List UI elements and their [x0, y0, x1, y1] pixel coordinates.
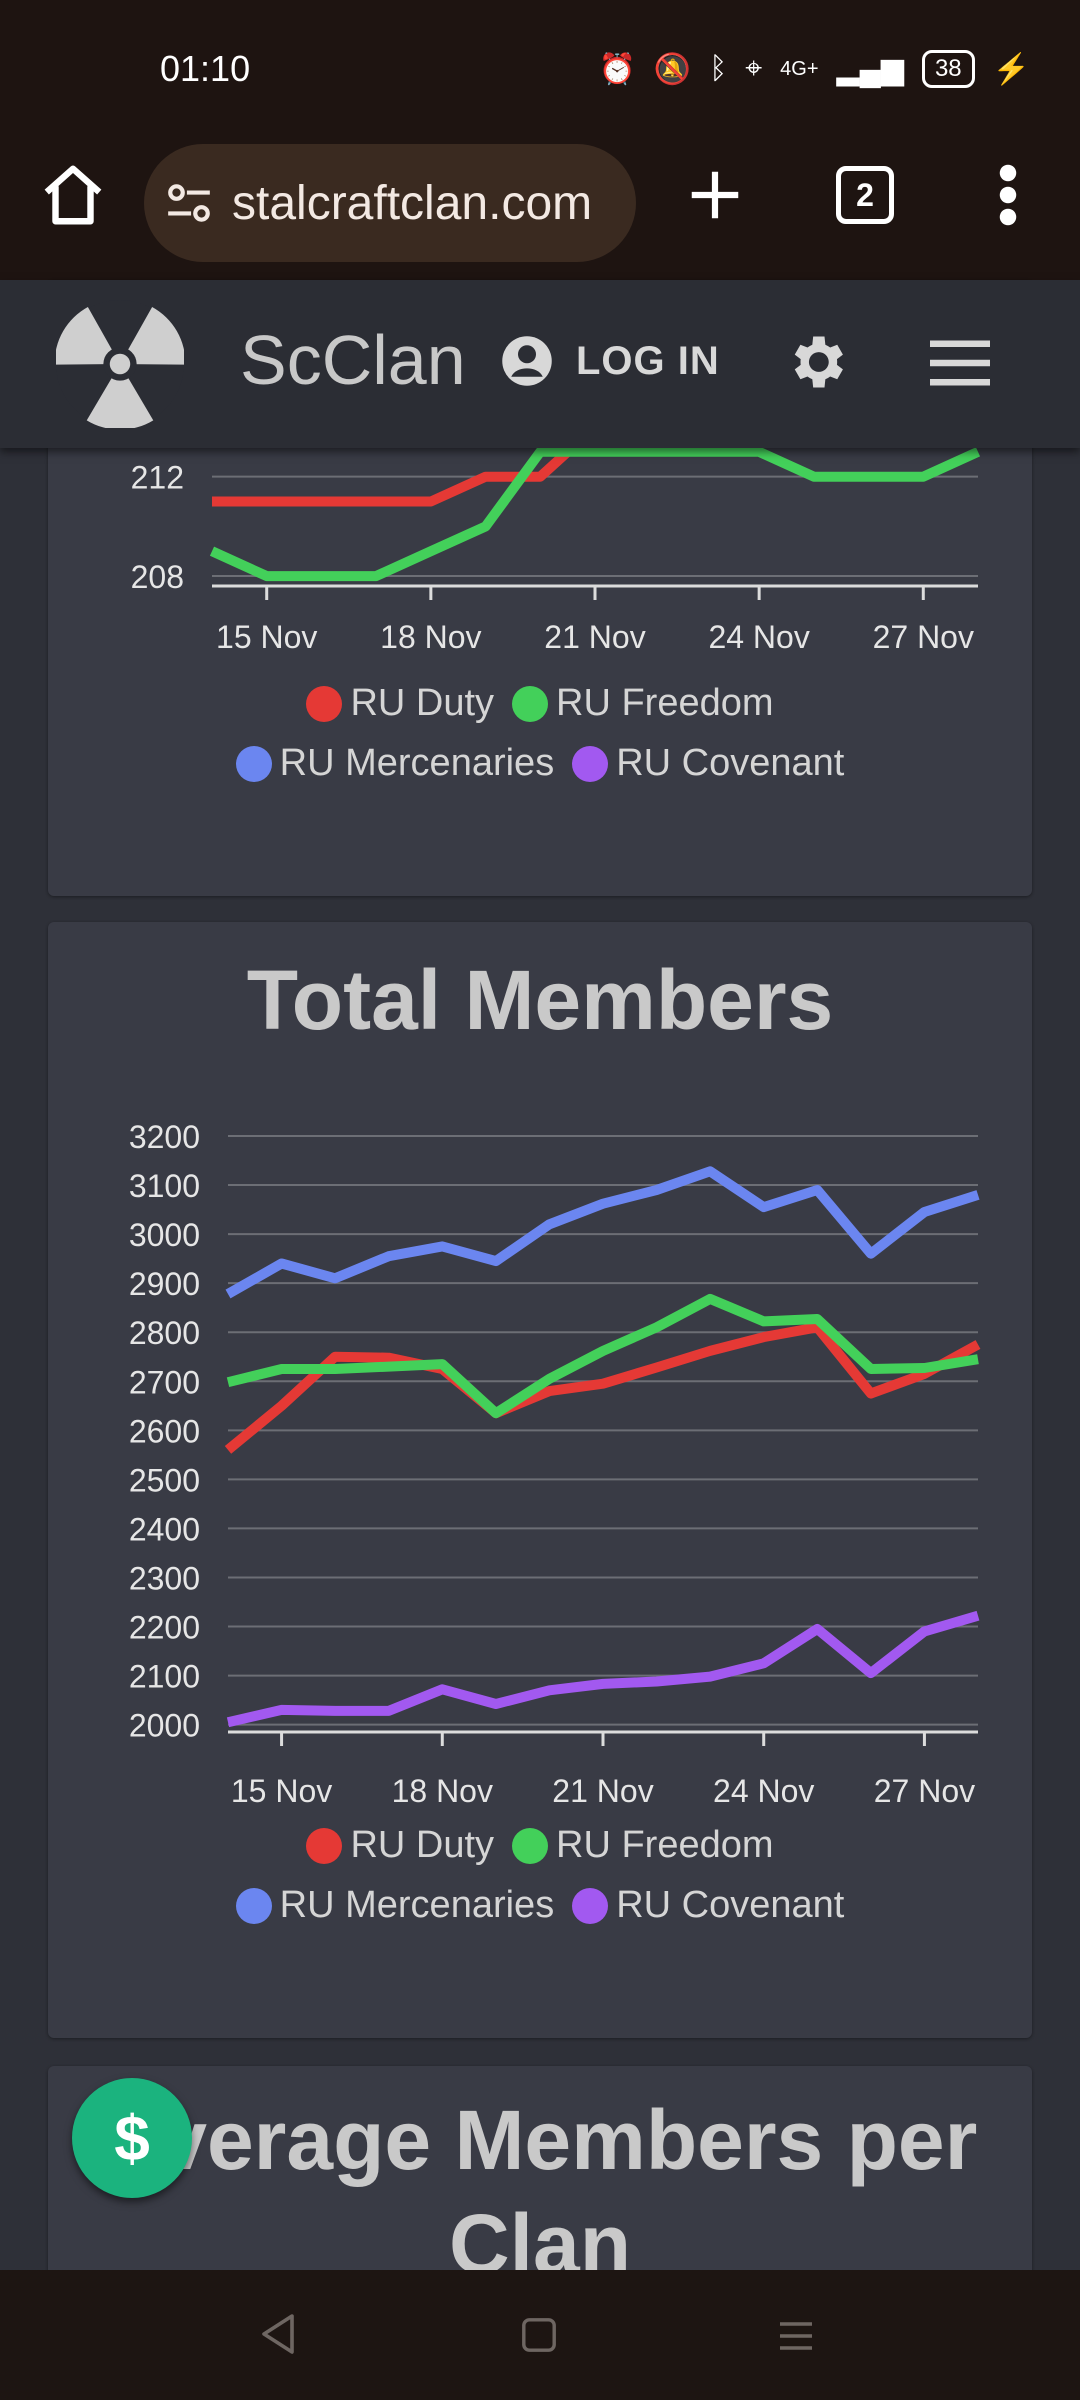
y-tick-label: 3100 — [129, 1168, 200, 1204]
login-label: LOG IN — [576, 338, 720, 383]
legend-swatch — [306, 685, 343, 722]
url-text: stalcraftclan.com — [232, 176, 593, 230]
legend-item[interactable]: RU Covenant — [572, 1884, 844, 1927]
y-tick-label: 2100 — [129, 1659, 200, 1695]
card-title: Average Members per Clan — [48, 2088, 1032, 2296]
legend-item[interactable]: RU Freedom — [512, 1824, 774, 1867]
legend-label: RU Covenant — [616, 742, 845, 784]
address-bar[interactable]: stalcraftclan.com — [144, 144, 636, 262]
site-settings-icon[interactable] — [164, 178, 214, 228]
x-tick-label: 15 Nov — [231, 1773, 332, 1809]
legend-swatch — [306, 1827, 343, 1864]
y-tick-label: 3200 — [129, 1119, 200, 1155]
tab-switcher-button[interactable]: 2 — [836, 166, 894, 224]
bluetooth-icon: ᛒ — [709, 52, 728, 85]
legend-label: RU Mercenaries — [279, 1884, 555, 1926]
series-line-ru-covenant — [226, 1610, 980, 1728]
dollar-icon: $ — [114, 2102, 150, 2174]
y-tick-label: 2300 — [129, 1560, 200, 1596]
total-members-card: Total Members 2000 2100 2200 2300 2400 2500 26… — [48, 922, 1032, 2038]
donate-button[interactable]: $ — [72, 2078, 192, 2198]
alarm-icon: ⏰ — [598, 52, 636, 86]
x-tick-label: 15 Nov — [216, 619, 317, 655]
x-tick-label: 27 Nov — [873, 619, 974, 655]
y-tick-label: 2000 — [129, 1708, 200, 1744]
total-members-legend: RU Duty RU Freedom — [48, 1824, 1032, 1867]
clock: 01:10 — [160, 48, 251, 89]
new-tab-icon[interactable] — [684, 164, 746, 226]
legend-label: RU Duty — [350, 682, 495, 724]
legend-swatch — [235, 1887, 272, 1924]
legend-label: RU Duty — [350, 1824, 495, 1866]
series-line-ru-duty — [224, 1322, 981, 1454]
account-icon — [502, 336, 552, 386]
y-tick-label: 2800 — [129, 1315, 200, 1351]
location-icon: ⌖ — [745, 52, 763, 85]
legend-label: RU Covenant — [616, 1884, 845, 1926]
signal-icon: 4G+ — [780, 57, 819, 80]
gear-icon[interactable] — [782, 328, 850, 396]
radiation-logo-icon[interactable] — [56, 300, 184, 428]
y-tick-label: 2500 — [129, 1462, 200, 1498]
legend-item[interactable]: RU Covenant — [572, 742, 844, 785]
legend-swatch — [572, 745, 609, 782]
recents-icon[interactable] — [776, 2316, 816, 2356]
y-tick-label: 212 — [131, 460, 184, 496]
legend-item[interactable]: RU Mercenaries — [235, 1884, 555, 1927]
battery-icon: 38 — [921, 50, 975, 88]
legend-label: RU Freedom — [556, 1824, 774, 1866]
x-tick-label: 21 Nov — [552, 1773, 653, 1809]
login-button[interactable]: LOG IN — [500, 334, 720, 388]
legend-item[interactable]: RU Duty — [306, 1824, 494, 1867]
total-members-legend-row2: RU Mercenaries RU Covenant — [48, 1884, 1032, 1927]
app-header: ScClan LOG IN — [0, 280, 1080, 448]
legend-swatch — [512, 1827, 549, 1864]
card-title-line1: Average Members per — [102, 2093, 978, 2187]
y-tick-label: 2900 — [129, 1266, 200, 1302]
x-tick-label: 21 Nov — [544, 619, 645, 655]
back-icon[interactable] — [258, 2312, 298, 2356]
y-tick-label: 3000 — [129, 1217, 200, 1253]
home-icon[interactable] — [38, 160, 108, 230]
chart-top-legend-row2: RU Mercenaries RU Covenant — [48, 742, 1032, 785]
status-icons: ⏰ 🔕 ᛒ ⌖ 4G+ ▂▄▆ 38 ⚡ — [599, 50, 1030, 88]
chart-top-legend: RU Duty RU Freedom — [48, 682, 1032, 725]
y-tick-label: 208 — [131, 559, 184, 595]
legend-item[interactable]: RU Duty — [306, 682, 494, 725]
browser-toolbar: stalcraftclan.com 2 — [0, 130, 1080, 280]
system-nav-bar — [0, 2270, 1080, 2400]
legend-item[interactable]: RU Freedom — [512, 682, 774, 725]
series-line-ru-freedom — [209, 446, 981, 582]
y-tick-label: 2700 — [129, 1364, 200, 1400]
status-bar: 01:10 ⏰ 🔕 ᛒ ⌖ 4G+ ▂▄▆ 38 ⚡ — [0, 0, 1080, 130]
hamburger-menu-icon[interactable] — [930, 338, 990, 388]
y-tick-label: 2400 — [129, 1511, 200, 1547]
series-line-ru-mercenaries — [225, 1166, 980, 1299]
y-tick-label: 2200 — [129, 1610, 200, 1646]
legend-swatch — [572, 1887, 609, 1924]
legend-item[interactable]: RU Mercenaries — [235, 742, 555, 785]
legend-label: RU Freedom — [556, 682, 774, 724]
series-line-ru-freedom — [226, 1293, 979, 1419]
total-members-chart: 2000 2100 2200 2300 2400 2500 2600 2700 2800 2900… — [129, 1119, 981, 1809]
brand-title[interactable]: ScClan — [240, 321, 466, 399]
more-options-icon[interactable] — [996, 162, 1020, 228]
card-title: Total Members — [246, 953, 834, 1047]
y-tick-label: 2600 — [129, 1413, 200, 1449]
x-tick-label: 18 Nov — [380, 619, 481, 655]
x-tick-label: 27 Nov — [874, 1773, 975, 1809]
legend-swatch — [512, 685, 549, 722]
signal-bars-icon: ▂▄▆ — [836, 52, 904, 86]
home-nav-icon[interactable] — [520, 2316, 558, 2354]
x-tick-label: 18 Nov — [392, 1773, 493, 1809]
x-tick-label: 24 Nov — [708, 619, 809, 655]
charging-icon: ⚡ — [992, 52, 1030, 86]
x-tick-label: 24 Nov — [713, 1773, 814, 1809]
mute-icon: 🔕 — [653, 52, 692, 86]
legend-swatch — [235, 745, 272, 782]
legend-label: RU Mercenaries — [279, 742, 555, 784]
